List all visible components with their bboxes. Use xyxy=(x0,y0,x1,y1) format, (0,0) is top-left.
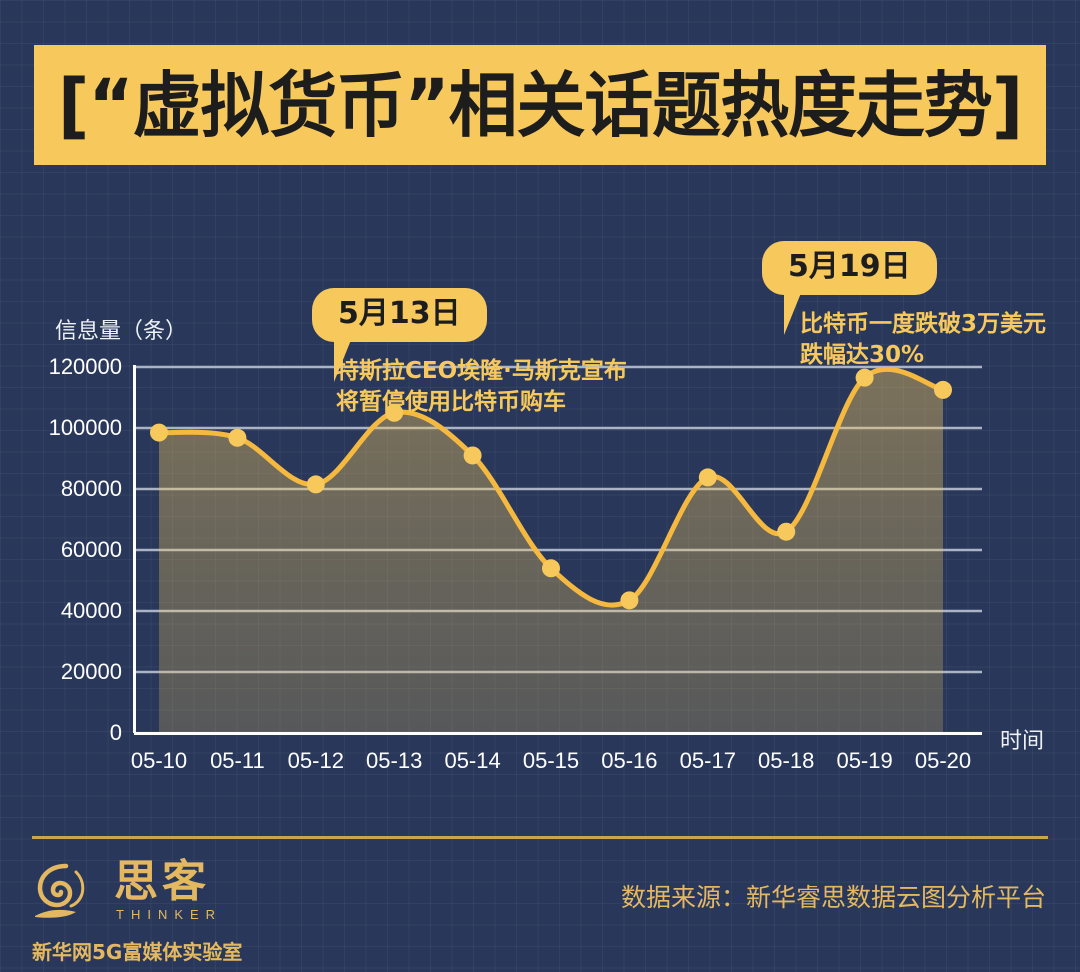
y-axis-title: 信息量（条） xyxy=(55,319,188,344)
y-axis-tick-label: 60000 xyxy=(60,537,122,562)
logo-english-text: THINKER xyxy=(116,907,223,922)
annotation-date-label: 5月19日 xyxy=(762,241,937,295)
annotation-bubble-tail xyxy=(784,293,801,335)
annotation-line: 将暂停使用比特币购车 xyxy=(336,389,566,416)
x-axis-tick-label: 05-11 xyxy=(210,748,265,773)
thinker-spiral-logo-icon xyxy=(35,863,85,918)
x-axis-tick-label: 05-14 xyxy=(444,748,501,773)
y-axis-tick-label: 0 xyxy=(109,720,122,745)
footer-divider xyxy=(32,836,1048,839)
x-axis-tick-label: 05-13 xyxy=(366,748,423,773)
x-axis-tick-label: 05-20 xyxy=(914,748,972,773)
y-axis-tick-label: 120000 xyxy=(48,354,122,379)
y-axis-tick-label: 100000 xyxy=(48,415,122,440)
x-axis-tick-label: 05-18 xyxy=(758,748,815,773)
x-axis-title: 时间 xyxy=(1000,729,1045,754)
annotation-date-label: 5月13日 xyxy=(312,288,487,342)
annotation-line: 特斯拉CEO埃隆·马斯克宣布 xyxy=(336,358,627,384)
x-axis-tick-label: 05-17 xyxy=(679,748,736,773)
y-axis-tick-label: 20000 xyxy=(60,659,122,684)
x-axis-tick-label: 05-15 xyxy=(522,748,580,773)
lab-name: 新华网5G富媒体实验室 xyxy=(32,940,243,964)
logo-chinese-text: 思客 xyxy=(114,856,210,907)
annotation-callout-0519: 5月19日 比特币一度跌破3万美元 跌幅达30% xyxy=(762,241,1046,371)
data-source-text: 数据来源：新华睿思数据云图分析平台 xyxy=(620,883,1046,912)
brand-logo-block: 思客 THINKER 新华网5G富媒体实验室 xyxy=(32,860,452,965)
annotation-line: 比特币一度跌破3万美元 xyxy=(800,311,1047,337)
annotation-line: 跌幅达30% xyxy=(800,342,925,369)
annotation-body: 特斯拉CEO埃隆·马斯克宣布 将暂停使用比特币购车 xyxy=(336,356,627,418)
title-banner: [“虚拟货币”相关话题热度走势] xyxy=(34,45,1046,165)
page-title: [“虚拟货币”相关话题热度走势] xyxy=(57,63,1023,147)
annotation-callout-0513: 5月13日 特斯拉CEO埃隆·马斯克宣布 将暂停使用比特币购车 xyxy=(312,288,627,418)
x-axis-tick-label: 05-16 xyxy=(601,748,658,773)
x-axis-tick-label: 05-12 xyxy=(287,748,344,773)
annotation-body: 比特币一度跌破3万美元 跌幅达30% xyxy=(800,309,1046,371)
x-axis-tick-label: 05-10 xyxy=(130,748,188,773)
x-axis-tick-label: 05-19 xyxy=(836,748,893,773)
y-axis-tick-label: 80000 xyxy=(60,476,122,501)
y-axis-tick-label: 40000 xyxy=(60,598,122,623)
